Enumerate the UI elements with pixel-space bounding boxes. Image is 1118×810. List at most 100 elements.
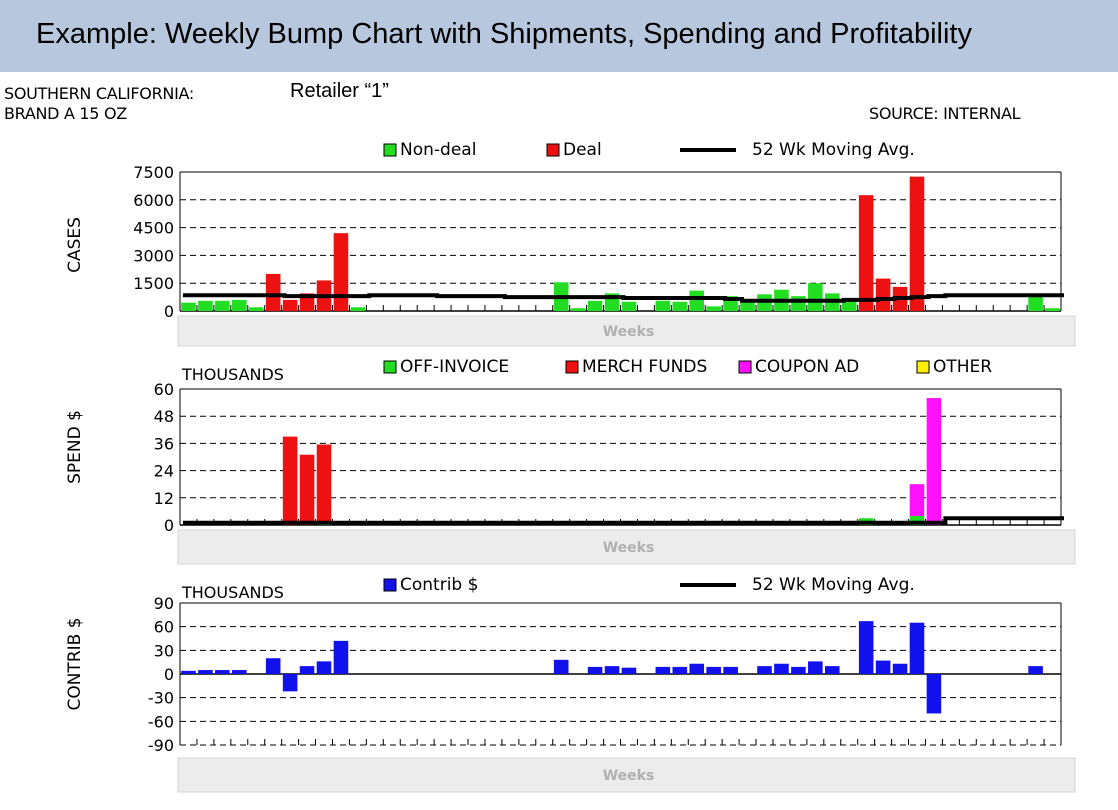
- chart2-bar: [926, 398, 942, 525]
- chart2-y-tick-label: 0: [164, 516, 174, 535]
- chart1-y-tick-label: 6000: [133, 191, 174, 210]
- chart1-bar: [689, 290, 705, 311]
- chart1-legend-swatch: [546, 143, 560, 157]
- chart2-weeks-band: [177, 529, 1076, 565]
- chart3-bar: [333, 640, 349, 674]
- chart3-legend-swatch: [383, 578, 397, 592]
- chart1-legend-swatch: [383, 143, 397, 157]
- chart2-legend-label: OFF-INVOICE: [400, 357, 509, 377]
- chart1-bar: [570, 308, 586, 311]
- chart1-bar: [672, 301, 688, 311]
- chart2-bar: [909, 515, 925, 525]
- chart2-legend-swatch: [565, 360, 579, 374]
- chart3-bar: [757, 666, 772, 674]
- chart3-y-tick-label: -90: [148, 736, 174, 755]
- chart1-bar: [350, 307, 366, 311]
- brand-label: BRAND A 15 OZ: [4, 104, 127, 123]
- chart1-y-tick-label: 3000: [133, 246, 174, 265]
- chart1-y-tick-label: 1500: [133, 274, 174, 293]
- chart2-bar: [909, 484, 925, 516]
- chart1-bar: [791, 296, 806, 311]
- retailer-label: Retailer “1”: [290, 80, 389, 102]
- chart3-bar: [791, 666, 806, 674]
- chart3-bar: [672, 666, 688, 674]
- chart3-y-tick-label: 0: [164, 665, 174, 684]
- source-label: SOURCE: INTERNAL: [869, 104, 1021, 123]
- chart3-y-tick-label: 30: [154, 641, 174, 660]
- chart1-x-axis-label: Weeks: [603, 324, 655, 340]
- chart2-bar: [299, 454, 315, 525]
- chart2-y-tick-label: 36: [154, 434, 174, 453]
- title-banner: Example: Weekly Bump Chart with Shipment…: [0, 0, 1118, 72]
- chart3-bar: [282, 674, 298, 692]
- chart3-bar: [587, 666, 603, 674]
- chart1-bar: [655, 300, 671, 311]
- chart3-bar: [215, 670, 230, 674]
- chart3-bar: [553, 659, 569, 674]
- chart1-bar: [333, 233, 349, 311]
- chart3-bar: [892, 663, 908, 674]
- chart3-bar: [604, 666, 620, 674]
- chart2-legend-label: OTHER: [933, 357, 992, 377]
- chart1-legend-label: Deal: [563, 140, 602, 160]
- chart3-x-axis-label: Weeks: [603, 768, 655, 784]
- chart2-bar: [282, 436, 298, 525]
- chart3-legend-label: Contrib $: [400, 575, 478, 595]
- chart1-bar: [232, 299, 247, 311]
- chart3-bar: [706, 666, 721, 674]
- chart3-y-axis-label: CONTRIB $: [65, 617, 85, 710]
- chart2-legend-label: MERCH FUNDS: [582, 357, 707, 377]
- chart3-bar: [1028, 666, 1043, 674]
- chart1-bar: [909, 176, 925, 311]
- chart2-x-axis-label: Weeks: [603, 540, 655, 556]
- chart1-y-axis-label: CASES: [65, 217, 85, 273]
- chart3-bar: [875, 660, 891, 674]
- chart3-bar: [198, 670, 213, 674]
- chart3-bar: [689, 663, 705, 674]
- chart1-bar: [740, 301, 755, 311]
- chart1-bar: [181, 302, 196, 311]
- chart2-moving-average-line: [183, 516, 1064, 525]
- chart2-legend-label: COUPON AD: [755, 357, 859, 377]
- chart3-bar: [655, 666, 671, 674]
- chart1-bar: [621, 301, 637, 311]
- chart1-bar: [808, 283, 823, 311]
- chart2-units-label: THOUSANDS: [181, 365, 284, 384]
- page-title: Example: Weekly Bump Chart with Shipment…: [36, 18, 972, 50]
- chart2-legend-swatch: [383, 360, 397, 374]
- chart1-bar: [1028, 296, 1043, 311]
- chart1-legend-label: 52 Wk Moving Avg.: [752, 140, 915, 160]
- chart1-bar: [265, 273, 281, 311]
- chart3-bar: [858, 621, 874, 674]
- chart3-y-tick-label: -60: [148, 712, 174, 731]
- region-label: SOUTHERN CALIFORNIA:: [4, 84, 194, 103]
- chart1-bar: [875, 278, 891, 311]
- chart1-y-tick-label: 7500: [133, 163, 174, 182]
- chart2-y-axis-label: SPEND $: [65, 410, 85, 484]
- chart1-bar: [215, 300, 230, 311]
- chart3-bar: [316, 661, 332, 674]
- chart2-y-tick-label: 24: [154, 462, 174, 481]
- chart3-y-tick-label: 90: [154, 594, 174, 613]
- chart1-legend-label: Non-deal: [400, 140, 476, 160]
- chart1-bar: [858, 195, 874, 311]
- chart3-units-label: THOUSANDS: [181, 583, 284, 602]
- chart2-y-tick-label: 12: [154, 489, 174, 508]
- chart1-moving-average-line: [183, 293, 1064, 303]
- chart1-y-tick-label: 4500: [133, 219, 174, 238]
- chart3-bar: [621, 667, 637, 674]
- chart3-bar: [299, 666, 315, 674]
- chart3-bar: [824, 666, 840, 674]
- chart2-bar: [316, 444, 332, 522]
- chart3-weeks-band: [177, 757, 1076, 793]
- chart1-y-tick-label: 0: [164, 302, 174, 321]
- chart1-bar: [587, 300, 603, 311]
- chart1-bar: [198, 300, 213, 311]
- chart3-bar: [232, 670, 247, 674]
- chart3-bar: [926, 674, 942, 714]
- chart1-bar: [1045, 308, 1060, 311]
- chart2-y-tick-label: 60: [154, 380, 174, 399]
- chart2-y-tick-label: 48: [154, 407, 174, 426]
- chart3-bar: [774, 663, 789, 674]
- chart3-bar: [181, 670, 196, 674]
